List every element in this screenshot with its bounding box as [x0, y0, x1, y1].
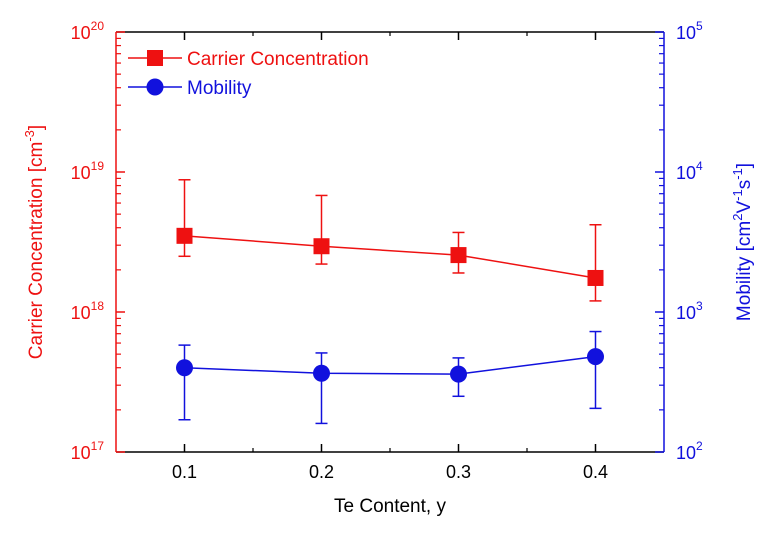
legend: Carrier Concentration Mobility: [128, 49, 369, 99]
legend-label: Carrier Concentration: [187, 49, 369, 70]
x-tick-label: 0.1: [172, 462, 197, 482]
data-point-square: [176, 227, 193, 244]
right-y-tick-label: 105: [676, 19, 703, 43]
right-y-tick-label: 103: [676, 299, 703, 323]
series-line: [184, 355, 596, 375]
data-point-square: [450, 247, 467, 264]
series-line: [184, 235, 596, 279]
legend-marker-circle: [146, 78, 164, 96]
series-carrier-concentration: [176, 179, 604, 302]
x-axis-title: Te Content, y: [334, 496, 446, 517]
series-mobility: [176, 330, 604, 425]
data-point-circle: [313, 364, 330, 382]
data-point-circle: [176, 359, 193, 377]
legend-marker-square: [147, 50, 163, 66]
left-y-tick-label: 1020: [71, 19, 105, 43]
data-point-circle: [450, 365, 467, 383]
data-point-square: [313, 238, 330, 255]
right-y-tick-label: 102: [676, 439, 703, 463]
left-y-tick-label: 1017: [71, 439, 105, 463]
left-y-tick-label: 1019: [71, 159, 105, 183]
left-y-axis-title: Carrier Concentration [cm-3]: [22, 125, 47, 359]
x-tick-label: 0.4: [583, 462, 608, 482]
data-point-square: [587, 269, 604, 286]
left-y-tick-label: 1018: [71, 299, 105, 323]
right-y-axis-title: Mobility [cm2V-1s-1]: [730, 163, 755, 321]
data-point-circle: [587, 348, 604, 366]
x-tick-label: 0.3: [446, 462, 471, 482]
right-y-tick-label: 104: [676, 159, 703, 183]
legend-label: Mobility: [187, 78, 252, 99]
x-tick-label: 0.2: [309, 462, 334, 482]
